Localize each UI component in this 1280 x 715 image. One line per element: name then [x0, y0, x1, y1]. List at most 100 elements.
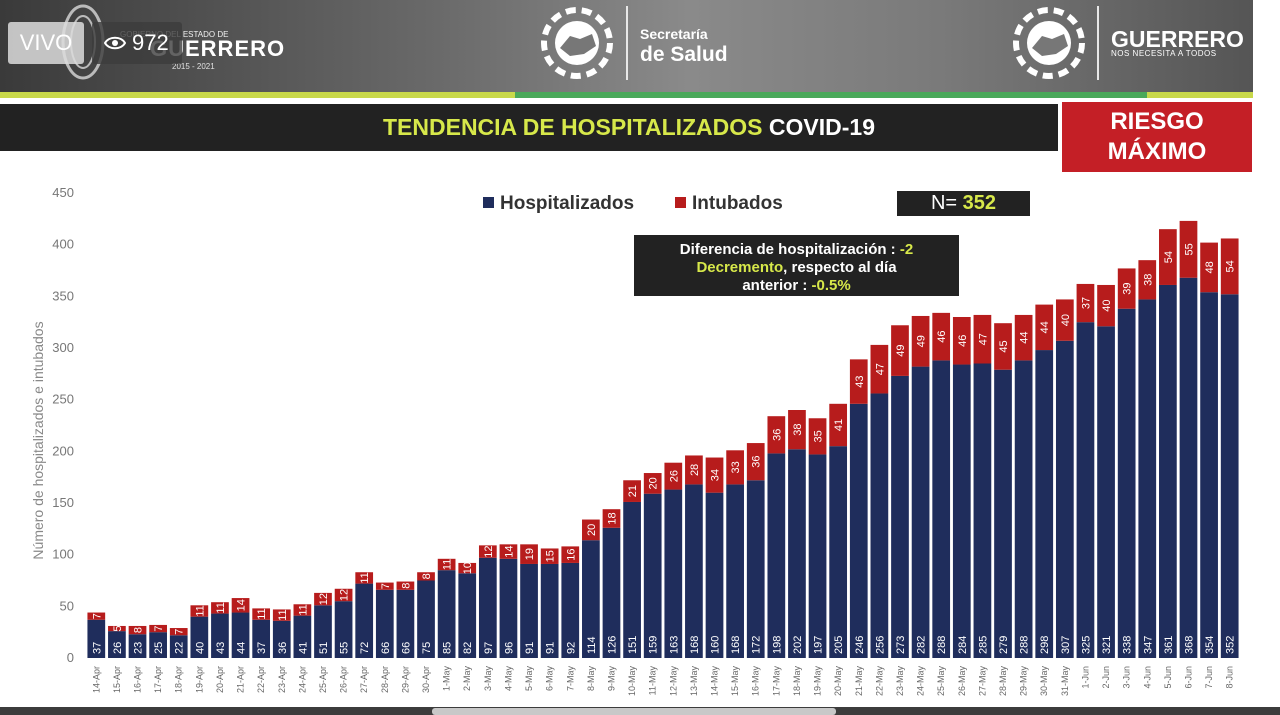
- data-label-intubados: 8: [400, 583, 412, 589]
- bar-intubados: [726, 450, 744, 485]
- bar-intubados: [1220, 238, 1239, 295]
- x-tick-label: 5-May: [524, 666, 534, 692]
- data-label-hospitalizados: 172: [751, 636, 763, 654]
- bar-hospitalizados: [190, 616, 209, 658]
- header-stripe-green: [515, 92, 1147, 98]
- x-tick-label: 22-Apr: [256, 666, 266, 693]
- data-label-hospitalizados: 85: [442, 642, 454, 654]
- x-tick-label: 18-Apr: [174, 666, 184, 693]
- x-tick-label: 2-May: [462, 666, 472, 692]
- bar-hospitalizados: [870, 393, 889, 658]
- data-label-hospitalizados: 26: [112, 642, 124, 654]
- bar-intubados: [932, 312, 951, 361]
- bar-intubados: [499, 544, 518, 559]
- data-label-hospitalizados: 307: [1060, 636, 1072, 654]
- data-label-hospitalizados: 55: [339, 642, 351, 654]
- bar-hospitalizados: [767, 453, 786, 658]
- bar-intubados: [911, 315, 930, 367]
- secretaria-label: Secretaría: [640, 26, 708, 42]
- data-label-hospitalizados: 91: [545, 642, 557, 654]
- data-label-intubados: 40: [1101, 300, 1113, 312]
- data-label-intubados: 46: [957, 335, 969, 347]
- data-label-intubados: 33: [730, 461, 742, 473]
- data-label-hospitalizados: 347: [1142, 636, 1154, 654]
- header-stripe-green-light-right: [1147, 92, 1253, 98]
- bar-hospitalizados: [561, 562, 580, 658]
- data-label-intubados: 37: [1080, 297, 1092, 309]
- x-tick-label: 24-Apr: [297, 666, 307, 693]
- bar-hospitalizados: [231, 612, 250, 658]
- x-tick-label: 2-Jun: [1101, 666, 1111, 689]
- data-label-intubados: 5: [112, 625, 124, 631]
- data-label-hospitalizados: 51: [318, 642, 330, 654]
- data-label-hospitalizados: 82: [462, 642, 474, 654]
- bar-hospitalizados: [582, 540, 600, 658]
- x-tick-label: 26-Apr: [339, 666, 349, 693]
- data-label-intubados: 44: [1039, 321, 1051, 333]
- bar-hospitalizados: [417, 580, 435, 658]
- bar-hospitalizados: [643, 493, 662, 658]
- x-tick-label: 5-Jun: [1163, 666, 1173, 689]
- bar-hospitalizados: [396, 589, 415, 658]
- bar-intubados: [437, 558, 456, 571]
- x-tick-label: 29-May: [1019, 666, 1029, 697]
- data-label-hospitalizados: 72: [359, 642, 371, 654]
- risk-line1: RIESGO: [1110, 108, 1204, 135]
- data-label-hospitalizados: 75: [421, 642, 433, 654]
- x-tick-label: 1-May: [442, 666, 452, 692]
- bar-intubados: [1117, 268, 1136, 309]
- x-tick-label: 27-Apr: [359, 666, 369, 693]
- viewer-count: 972: [132, 30, 169, 55]
- data-label-intubados: 11: [194, 605, 206, 616]
- guerrero-logo-icon: [1013, 7, 1085, 79]
- data-label-hospitalizados: 66: [380, 642, 392, 654]
- data-label-intubados: 45: [998, 340, 1010, 352]
- x-tick-label: 29-Apr: [400, 666, 410, 693]
- bar-intubados: [417, 572, 435, 581]
- data-label-intubados: 55: [1183, 243, 1195, 255]
- data-label-intubados: 49: [895, 344, 907, 356]
- data-label-hospitalizados: 197: [813, 636, 825, 654]
- data-label-intubados: 44: [1019, 332, 1031, 344]
- bar-intubados: [1014, 314, 1033, 361]
- x-tick-label: 20-Apr: [215, 666, 225, 693]
- total-n-badge: N= 352: [897, 191, 1030, 216]
- data-label-hospitalizados: 288: [936, 636, 948, 654]
- bar-hospitalizados: [994, 369, 1012, 658]
- bar-intubados: [87, 612, 106, 620]
- bar-intubados: [808, 418, 827, 455]
- bar-intubados: [788, 410, 806, 450]
- data-label-intubados: 15: [545, 550, 557, 562]
- x-tick-label: 14-Apr: [91, 666, 101, 693]
- bar-hospitalizados: [355, 583, 374, 658]
- data-label-intubados: 12: [339, 589, 351, 601]
- data-label-intubados: 40: [1060, 314, 1072, 326]
- y-tick-label: 400: [52, 237, 74, 252]
- bar-hospitalizados: [1220, 294, 1239, 658]
- data-label-intubados: 26: [668, 470, 680, 482]
- bar-intubados: [994, 323, 1012, 370]
- bar-hospitalizados: [211, 613, 229, 658]
- bar-hospitalizados: [973, 363, 992, 658]
- data-label-hospitalizados: 273: [895, 636, 907, 654]
- x-tick-label: 6-May: [545, 666, 555, 692]
- bar-intubados: [623, 480, 641, 502]
- bar-hospitalizados: [128, 634, 147, 658]
- video-scrollbar-thumb[interactable]: [432, 708, 836, 715]
- x-tick-label: 4-Jun: [1142, 666, 1152, 689]
- data-label-hospitalizados: 44: [236, 642, 248, 654]
- bar-hospitalizados: [808, 454, 827, 658]
- data-label-intubados: 41: [833, 419, 845, 431]
- viewer-count-badge: 972: [92, 22, 182, 64]
- bar-intubados: [334, 588, 353, 602]
- data-label-hospitalizados: 96: [503, 642, 515, 654]
- x-tick-label: 6-Jun: [1183, 666, 1193, 689]
- bar-hospitalizados: [314, 605, 332, 658]
- data-label-hospitalizados: 91: [524, 642, 536, 654]
- data-label-hospitalizados: 160: [710, 636, 722, 654]
- x-tick-label: 24-May: [916, 666, 926, 697]
- bar-intubados: [746, 443, 765, 481]
- x-tick-label: 10-May: [627, 666, 637, 697]
- x-tick-label: 21-May: [854, 666, 864, 697]
- data-label-hospitalizados: 126: [606, 636, 618, 654]
